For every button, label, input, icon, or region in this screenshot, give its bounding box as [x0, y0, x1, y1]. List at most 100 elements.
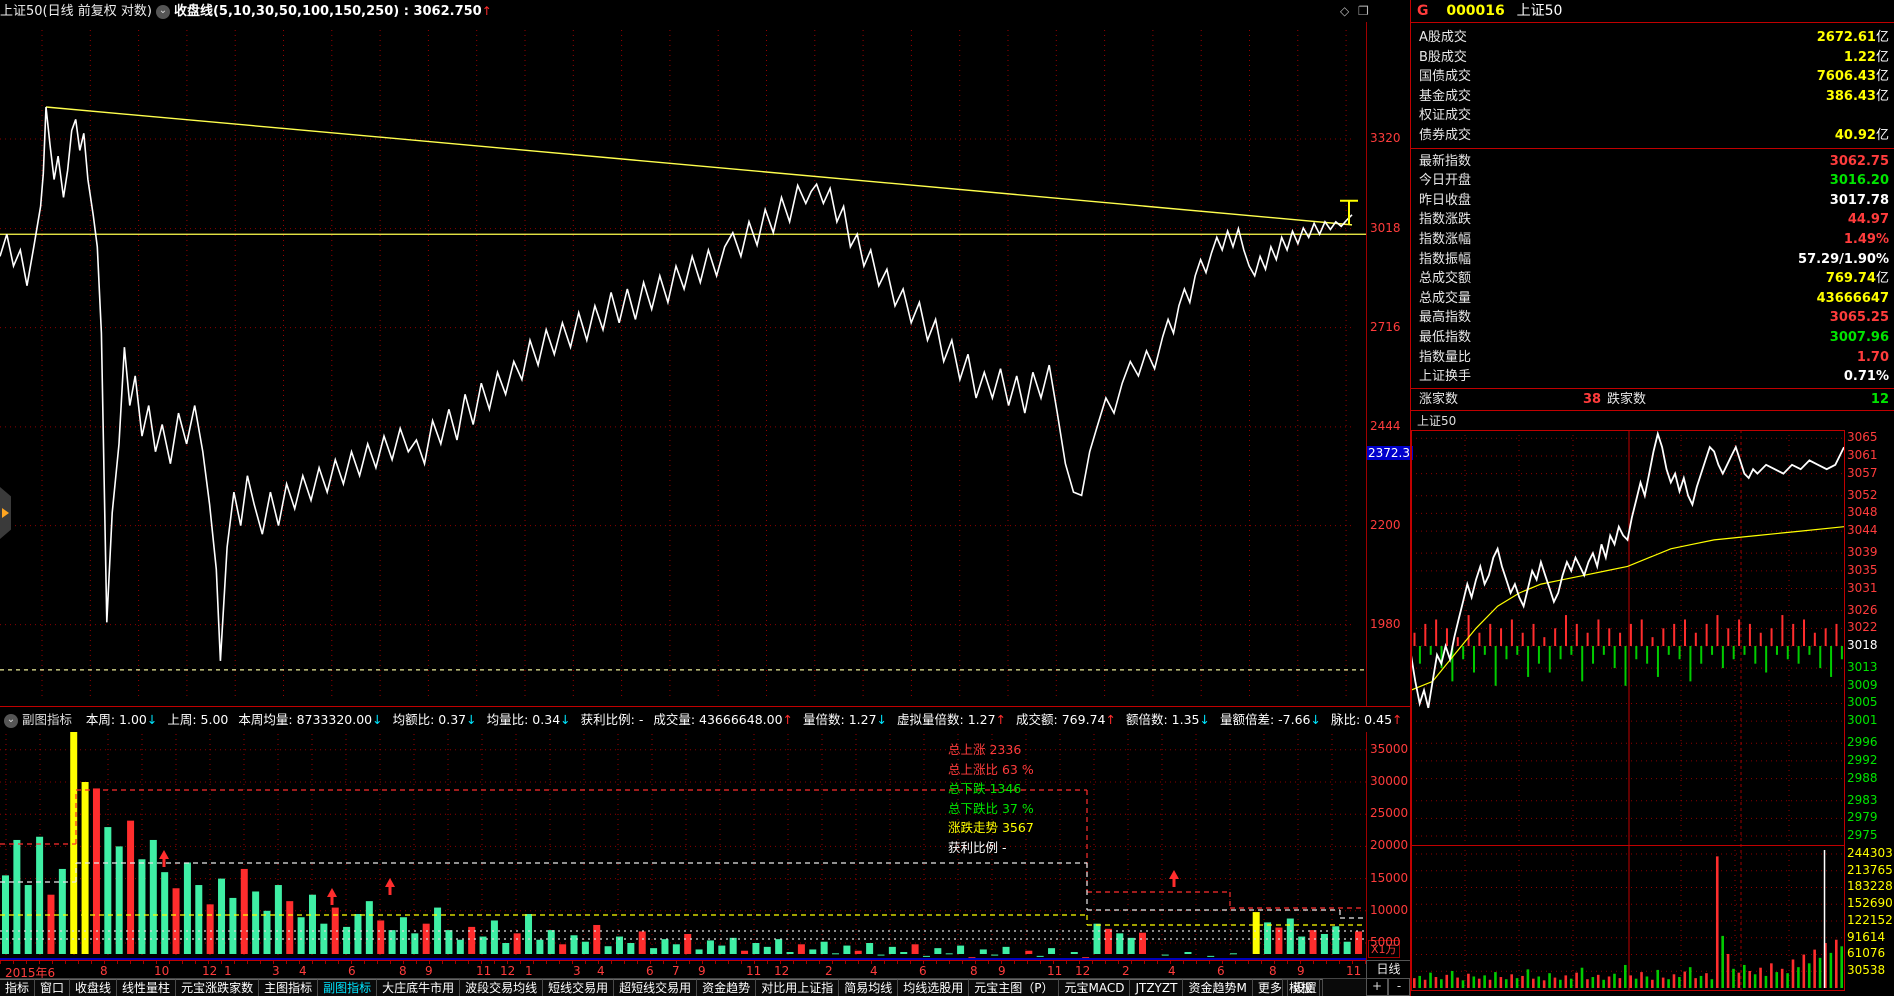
menu-item-7[interactable]: 副图指标 — [318, 979, 378, 996]
y-axis-label: 25000 — [1370, 806, 1409, 821]
up-arrow-icon: ↑ — [782, 712, 794, 727]
menu-item-4[interactable]: 线性量柱 — [117, 979, 177, 996]
chevron-down-icon[interactable]: ⌄ — [4, 713, 18, 728]
mini-chart-title: 上证50 — [1417, 414, 1457, 428]
zoom-out-button[interactable]: - — [1388, 978, 1410, 996]
stat-line: 总上涨比 63 % — [948, 761, 1034, 777]
menu-item-19[interactable]: 资金趋势M — [1183, 979, 1253, 996]
quote-label: 基金成交 — [1419, 88, 1472, 104]
menu-item-1[interactable]: 指标 — [0, 979, 36, 996]
quote-label: 指数涨跌 — [1419, 212, 1472, 228]
quote-value: 40.92亿 — [1834, 128, 1889, 143]
quote-row[interactable]: 总成交额 769.74亿 — [1411, 269, 1894, 289]
timeline-label: 8 — [1269, 964, 1277, 978]
quote-row[interactable]: B股成交 1.22亿 — [1411, 48, 1894, 68]
intraday-volume-label: 91614 — [1847, 929, 1886, 944]
advance-decline-stats: 总上涨 2336 总上涨比 63 % 总下跌 1346 总下跌比 37 % 涨跌走势 3… — [948, 740, 1208, 857]
intraday-chart-canvas[interactable] — [1411, 430, 1894, 996]
quote-panel-header[interactable]: G 000016 上证50 — [1411, 0, 1894, 23]
quote-row[interactable]: 指数涨跌 44.97 — [1411, 210, 1894, 230]
quote-label: 最新指数 — [1419, 153, 1472, 169]
intraday-price-label: 2975 — [1847, 828, 1878, 843]
intraday-price-label: 3039 — [1847, 545, 1878, 560]
period-daily-button[interactable]: 日线 — [1366, 960, 1410, 978]
timeline-label: 4 — [1168, 964, 1176, 978]
menu-item-17[interactable]: 元宝MACD — [1059, 979, 1131, 996]
timeline-label: 2015年6 — [5, 966, 56, 980]
menu-item-12[interactable]: 资金趋势 — [697, 979, 757, 996]
x-axis-timeline: 2015年6 8 10 12 1 3 4 6 8 9 11 12 1 3 4 6 7 9 11 12 2 4 6 8 9 11 12… — [0, 960, 1366, 980]
menu-item-16[interactable]: 元宝主图（P） — [969, 979, 1060, 996]
quote-label: A股成交 — [1419, 30, 1467, 45]
bottom-menu-bar: 指标 窗口 收盘线 线性量柱 元宝涨跌家数 主图指标 副图指标 大庄底牛市用 波段交易均线 短线交… — [0, 978, 1366, 996]
window-icon[interactable]: ❐ — [1358, 4, 1369, 18]
quote-row[interactable]: 最高指数 3065.25 — [1411, 308, 1894, 328]
quote-label: 国债成交 — [1419, 69, 1472, 85]
quote-panel: G 000016 上证50 A股成交 2672.61亿 B股成交 1.22亿 国债成交 7… — [1410, 0, 1894, 996]
timeline-label: 12 — [1075, 964, 1091, 978]
menu-item-6[interactable]: 主图指标 — [259, 979, 319, 996]
quote-row[interactable]: 基金成交 386.43亿 — [1411, 87, 1894, 107]
quote-row[interactable]: 国债成交 7606.43亿 — [1411, 67, 1894, 87]
timeline-label: 12 — [774, 964, 790, 978]
menu-item-13[interactable]: 对比用上证指 — [756, 979, 840, 996]
intraday-price-label: 3031 — [1847, 580, 1878, 595]
quote-row[interactable]: 最新指数 3062.75 — [1411, 152, 1894, 172]
main-chart-canvas[interactable] — [0, 22, 1366, 706]
intraday-price-label: 2992 — [1847, 752, 1878, 767]
intraday-volume-label: 30538 — [1847, 963, 1886, 978]
close-price-line — [0, 106, 1353, 661]
menu-item-10[interactable]: 短线交易用 — [543, 979, 615, 996]
decliners-count: 12 — [1870, 392, 1889, 407]
menu-item-15[interactable]: 均线选股用 — [898, 979, 970, 996]
menu-item-14[interactable]: 简易均线 — [839, 979, 899, 996]
chevron-down-icon[interactable]: ⌄ — [155, 4, 170, 19]
quote-row[interactable]: 指数涨幅 1.49% — [1411, 230, 1894, 250]
quote-row[interactable]: 总成交量 43666647 — [1411, 289, 1894, 309]
menu-item-2[interactable]: 窗口 — [35, 979, 71, 996]
timeline-label: 2 — [825, 964, 833, 978]
intraday-price-label: 3013 — [1847, 660, 1878, 675]
menu-item-20[interactable]: 更多 — [1252, 979, 1288, 996]
quote-value: 0.71% — [1843, 369, 1889, 385]
advancers-count: 38 — [1583, 392, 1602, 407]
menu-item-11[interactable]: 超短线交易用 — [614, 979, 698, 996]
down-arrow-icon: ↓ — [560, 712, 571, 727]
quote-row[interactable]: 上证换手 0.71% — [1411, 367, 1894, 387]
menu-item-9[interactable]: 波段交易均线 — [460, 979, 544, 996]
menu-item-3[interactable]: 收盘线 — [70, 979, 118, 996]
quote-row[interactable]: 今日开盘 3016.20 — [1411, 171, 1894, 191]
quote-row[interactable]: 最低指数 3007.96 — [1411, 328, 1894, 348]
quote-value: 3016.20 — [1829, 173, 1889, 189]
menu-item-8[interactable]: 大庄底牛市用 — [377, 979, 461, 996]
panel-expander-arrow-icon[interactable] — [0, 487, 11, 539]
sub-chart-canvas[interactable] — [0, 732, 1366, 960]
quote-row[interactable]: 指数量比 1.70 — [1411, 348, 1894, 368]
intraday-price-label: 3035 — [1847, 562, 1878, 577]
y-axis-label: 2444 — [1370, 418, 1401, 433]
quote-value: 57.29/1.90% — [1798, 251, 1889, 267]
diamond-icon[interactable]: ◇ — [1340, 4, 1350, 18]
menu-item-5[interactable]: 元宝涨跌家数 — [176, 979, 260, 996]
sub-y-axis: X1万 35000 30000 25000 20000 15000 10000 5000 — [1366, 732, 1411, 960]
quote-label: 债券成交 — [1419, 128, 1472, 143]
quote-row[interactable]: 昨日收盘 3017.78 — [1411, 191, 1894, 211]
quote-value: 3062.75 — [1829, 153, 1889, 169]
intraday-price-label: 3061 — [1847, 447, 1878, 462]
quote-row[interactable]: 权证成交 — [1411, 106, 1894, 126]
zoom-in-button[interactable]: + — [1366, 978, 1388, 996]
instrument-title: 上证50(日线 前复权 对数) — [0, 4, 152, 19]
intraday-volume-label: 152690 — [1847, 896, 1893, 911]
menu-item-18[interactable]: JTZYZT — [1130, 979, 1184, 996]
quote-row[interactable]: A股成交 2672.61亿 — [1411, 28, 1894, 48]
timeline-label: 9 — [1297, 964, 1305, 978]
timeline-label: 9 — [998, 964, 1006, 978]
sub-indicator-value: 本周均量: 8733320.00↓ — [238, 712, 383, 727]
y-axis-label: 10000 — [1370, 902, 1409, 917]
intraday-price-label: 3048 — [1847, 505, 1878, 520]
template-button[interactable]: 模板 — [1281, 979, 1320, 996]
quote-row[interactable]: 债券成交 40.92亿 — [1411, 126, 1894, 146]
quote-row[interactable]: 指数振幅 57.29/1.90% — [1411, 250, 1894, 270]
divider — [1411, 388, 1894, 389]
main-y-axis: 3320 3018 2716 2444 2200 1980 2372.3 — [1366, 22, 1413, 706]
